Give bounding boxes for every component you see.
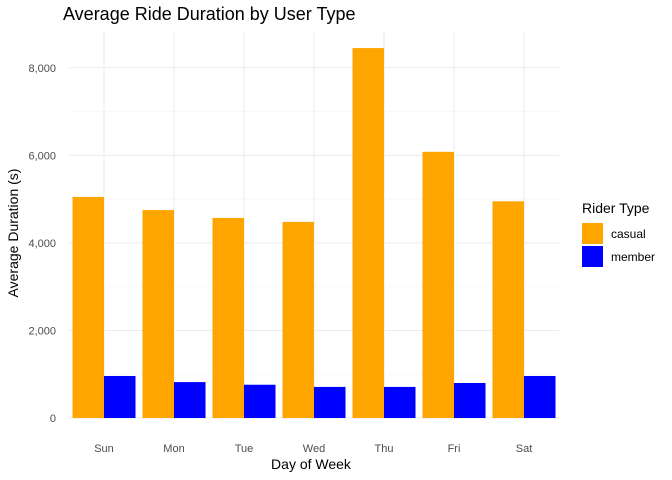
bars [72, 48, 556, 419]
bar-member-sun [104, 375, 136, 418]
y-tick-label: 8,000 [28, 63, 56, 75]
x-tick-label: Mon [163, 443, 184, 455]
legend-title: Rider Type [582, 200, 650, 216]
x-tick-label: Thu [375, 443, 394, 455]
legend-label-member: member [611, 250, 655, 264]
x-tick-label: Sat [516, 443, 533, 455]
bar-casual-wed [282, 221, 314, 418]
bar-casual-fri [422, 151, 454, 418]
y-tick-label: 0 [50, 413, 56, 425]
y-tick-label: 6,000 [28, 150, 56, 162]
bar-casual-sun [72, 196, 104, 418]
bar-member-sat [524, 375, 556, 418]
x-tick-label: Sun [94, 443, 114, 455]
x-axis-ticks: Sun Mon Tue Wed Thu Fri Sat [94, 443, 532, 455]
chart-title: Average Ride Duration by User Type [63, 4, 356, 24]
legend-label-casual: casual [611, 227, 646, 241]
x-tick-label: Wed [303, 443, 325, 455]
y-axis-ticks: 0 2,000 4,000 6,000 8,000 [28, 63, 56, 425]
x-tick-label: Fri [448, 443, 461, 455]
legend-items: casual member [582, 223, 655, 267]
plot-area: 0 2,000 4,000 6,000 8,000 Sun Mon Tue Wed Thu Fri… [28, 31, 559, 455]
bar-casual-mon [142, 210, 174, 418]
bar-casual-sat [492, 201, 524, 418]
y-tick-label: 4,000 [28, 238, 56, 250]
legend-swatch-member [582, 246, 603, 267]
y-axis-title: Average Duration (s) [5, 169, 21, 298]
bar-member-tue [244, 384, 276, 418]
y-tick-label: 2,000 [28, 325, 56, 337]
bar-casual-thu [352, 48, 384, 419]
bar-casual-tue [212, 217, 244, 418]
x-tick-label: Tue [235, 443, 254, 455]
bar-member-fri [454, 382, 486, 418]
legend: Rider Type casual member [582, 200, 655, 267]
legend-swatch-casual [582, 223, 603, 244]
bar-member-mon [174, 382, 206, 418]
bar-member-thu [384, 386, 416, 418]
x-axis-title: Day of Week [271, 456, 352, 472]
bar-member-wed [314, 386, 346, 418]
